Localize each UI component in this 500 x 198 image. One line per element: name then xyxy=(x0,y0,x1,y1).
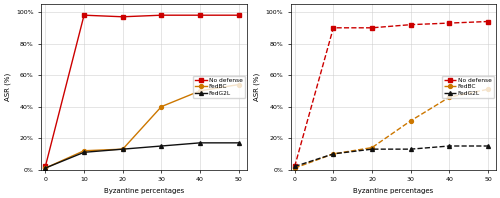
Line: No defense: No defense xyxy=(292,20,490,168)
FedBC xyxy=(369,146,375,149)
No defense xyxy=(158,14,164,16)
No defense xyxy=(42,165,48,168)
FedBC xyxy=(446,96,452,98)
FedBC xyxy=(330,153,336,155)
FedG2L xyxy=(42,167,48,169)
X-axis label: Byzantine percentages: Byzantine percentages xyxy=(353,188,434,194)
Legend: No defense, FedBC, FedG2L: No defense, FedBC, FedG2L xyxy=(442,76,494,98)
Legend: No defense, FedBC, FedG2L: No defense, FedBC, FedG2L xyxy=(193,76,245,98)
FedBC xyxy=(197,90,203,92)
Y-axis label: ASR (%): ASR (%) xyxy=(4,73,10,101)
X-axis label: Byzantine percentages: Byzantine percentages xyxy=(104,188,184,194)
FedBC xyxy=(485,88,491,90)
FedG2L xyxy=(292,165,298,168)
FedG2L xyxy=(408,148,414,150)
FedBC xyxy=(120,148,126,150)
FedBC xyxy=(236,83,242,86)
No defense xyxy=(120,16,126,18)
Y-axis label: ASR (%): ASR (%) xyxy=(254,73,260,101)
FedG2L xyxy=(120,148,126,150)
No defense xyxy=(485,20,491,23)
FedG2L xyxy=(158,145,164,147)
FedBC xyxy=(158,105,164,108)
FedG2L xyxy=(369,148,375,150)
No defense xyxy=(408,24,414,26)
No defense xyxy=(446,22,452,24)
No defense xyxy=(236,14,242,16)
FedBC xyxy=(292,167,298,169)
FedG2L xyxy=(485,145,491,147)
No defense xyxy=(330,27,336,29)
No defense xyxy=(369,27,375,29)
Line: FedBC: FedBC xyxy=(44,83,240,170)
No defense xyxy=(81,14,87,16)
No defense xyxy=(197,14,203,16)
Line: FedG2L: FedG2L xyxy=(44,141,240,170)
FedG2L xyxy=(446,145,452,147)
FedG2L xyxy=(330,153,336,155)
FedG2L xyxy=(197,142,203,144)
Line: No defense: No defense xyxy=(44,13,240,168)
No defense xyxy=(292,165,298,168)
Line: FedBC: FedBC xyxy=(292,87,490,170)
FedBC xyxy=(42,167,48,169)
FedG2L xyxy=(236,142,242,144)
FedBC xyxy=(81,149,87,152)
FedBC xyxy=(408,120,414,122)
Line: FedG2L: FedG2L xyxy=(292,144,490,168)
FedG2L xyxy=(81,151,87,153)
